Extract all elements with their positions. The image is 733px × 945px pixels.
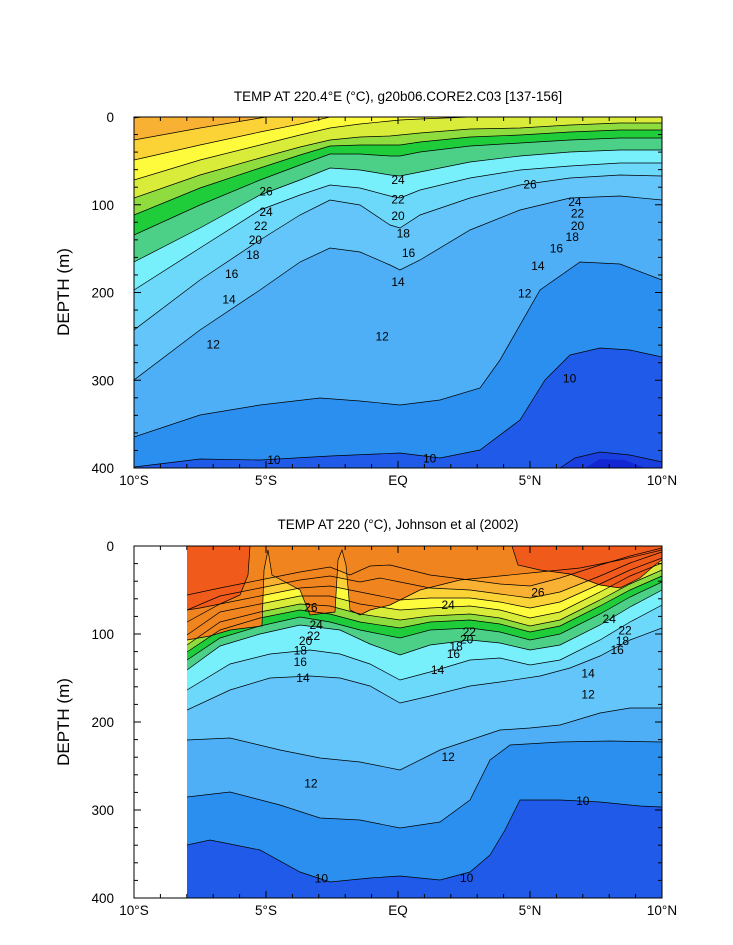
contour-label: 22 [391,192,405,206]
contour-label: 16 [550,242,564,256]
bottom-panel: TEMP AT 220 (°C), Johnson et al (2002) [54,517,677,918]
y-tick-label: 300 [91,373,114,388]
contour-label: 14 [222,293,236,307]
x-tick-label: EQ [388,473,408,488]
contour-label: 12 [207,337,221,351]
contour-label: 26 [304,601,318,615]
contour-label: 22 [618,623,632,637]
contour-label: 24 [441,598,455,612]
x-tick-label: 10°N [647,903,677,918]
y-tick-label: 100 [91,198,114,213]
contour-label: 18 [616,634,630,648]
contour-label: 10 [460,871,474,885]
contour-label: 20 [460,632,474,646]
contour-label: 14 [296,671,310,685]
contour-label: 26 [523,178,537,192]
band-28-29 [134,0,662,70]
contour-label: 22 [254,219,268,233]
x-tick-label: 10°S [119,473,148,488]
contour-label: 18 [294,644,308,658]
panel1-contour-lines [134,117,662,468]
panel1-title: TEMP AT 220.4°E (°C), g20b06.CORE2.C03 [… [234,89,562,104]
contour-label: 10 [576,794,590,808]
contour-label: 16 [225,267,239,281]
contour-label: 18 [449,639,463,653]
contour-label: 16 [610,643,624,657]
contour-label: 22 [571,207,585,221]
contour-label: 14 [531,259,545,273]
contour-label: 12 [441,750,455,764]
contour-label: 14 [431,663,445,677]
y-tick-label: 200 [91,286,114,301]
contour-label: 10 [423,451,437,465]
contour-label: 22 [463,625,477,639]
contour-label: 20 [299,634,313,648]
contour-label: 18 [246,248,260,262]
contour-label: 16 [402,246,416,260]
x-tick-label: EQ [388,903,408,918]
contour-label: 24 [603,612,617,626]
band-28-29 [187,546,662,610]
band-14-15 [134,117,662,468]
y-tick-label: 300 [91,803,114,818]
contour-label: 24 [259,205,273,219]
contour-label: 24 [568,195,582,209]
contour-label: 10 [315,872,329,886]
y-tick-label: 0 [106,110,114,125]
contour-label: 16 [447,647,461,661]
contour-label: 12 [581,688,595,702]
contour-label: 12 [375,329,389,343]
contour-label: 24 [391,173,405,187]
contour-label: 10 [267,453,281,467]
x-tick-label: 10°N [647,473,677,488]
band-19-21 [134,117,520,468]
band-16-17 [187,546,662,898]
contour-label: 16 [294,655,308,669]
contour-label: 12 [304,777,318,791]
top-panel: TEMP AT 220.4°E (°C), g20b06.CORE2.C03 [… [54,0,677,488]
panel2-ticks: 10°S 5°S EQ 5°N 10°N 0 100 200 300 400 [91,539,677,918]
band-21-23 [134,117,330,468]
contour-label: 20 [391,209,405,223]
x-tick-label: 5°S [255,903,277,918]
x-tick-label: 5°S [255,473,277,488]
contour-label: 14 [391,275,405,289]
contour-label: 10 [563,371,577,385]
contour-label: 12 [518,286,532,300]
panel2-title: TEMP AT 220 (°C), Johnson et al (2002) [277,517,518,532]
contour-label: 22 [307,629,321,643]
x-tick-label: 5°N [519,473,542,488]
contour-label: 24 [309,618,323,632]
y-tick-label: 0 [106,539,114,554]
panel2-ylabel: DEPTH (m) [54,678,73,766]
contour-label: 26 [259,185,273,199]
y-tick-label: 100 [91,627,114,642]
y-tick-label: 400 [91,891,114,906]
x-tick-label: 5°N [519,903,542,918]
x-tick-label: 10°S [119,903,148,918]
y-tick-label: 200 [91,715,114,730]
contour-label: 18 [566,230,580,244]
panel1-ylabel: DEPTH (m) [54,248,73,336]
contour-label: 18 [397,227,411,241]
contour-label: 14 [581,667,595,681]
contour-label: 26 [531,586,545,600]
band-29-30 [134,0,188,50]
contour-label: 20 [571,219,585,233]
panel1-ticks: 10°S 5°S EQ 5°N 10°N 0 100 200 300 400 [91,110,677,488]
band-8-core [585,459,645,468]
y-tick-label: 400 [91,461,114,476]
contour-label: 20 [249,233,263,247]
panel2-contour-lines [187,546,662,883]
